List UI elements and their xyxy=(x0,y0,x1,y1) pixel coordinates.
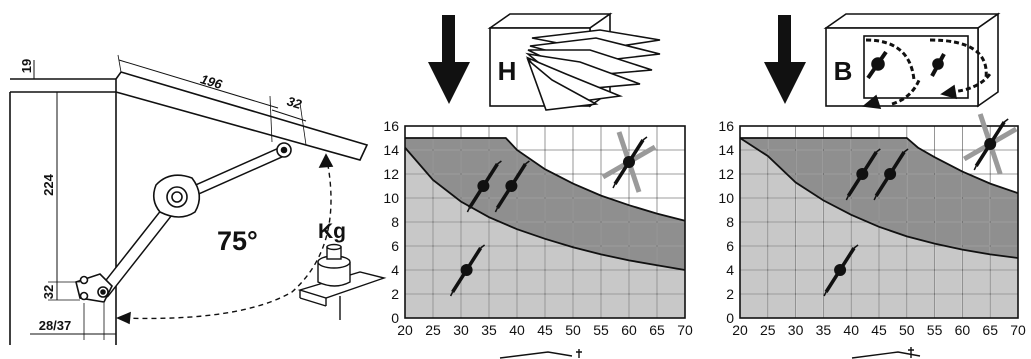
panel-letter: H xyxy=(498,56,517,86)
dim-32-label: 32 xyxy=(41,285,56,299)
x-tick-label: 50 xyxy=(565,322,581,338)
actuator-marker xyxy=(845,148,881,201)
y-tick-label: 8 xyxy=(726,214,734,230)
x-tick-label: 50 xyxy=(899,322,915,338)
y-tick-label: 6 xyxy=(726,238,734,254)
y-tick-label: 16 xyxy=(718,118,734,134)
y-tick-label: 10 xyxy=(718,190,734,206)
x-tick-label: 40 xyxy=(843,322,859,338)
y-tick-label: 2 xyxy=(391,286,399,302)
y-tick-label: 4 xyxy=(726,262,734,278)
y-tick-label: 14 xyxy=(718,142,734,158)
lower-curve xyxy=(404,147,686,271)
y-tick-label: 0 xyxy=(726,310,734,326)
y-tick-label: 10 xyxy=(383,190,399,206)
x-tick-label: 35 xyxy=(481,322,497,338)
y-tick-label: 14 xyxy=(383,142,399,158)
x-tick-label: 20 xyxy=(732,322,748,338)
y-tick-label: 0 xyxy=(391,310,399,326)
dim-28-37-label: 28/37 xyxy=(39,318,72,333)
x-tick-label: 70 xyxy=(677,322,693,338)
down-arrow-icon xyxy=(428,15,470,104)
dim-196-line xyxy=(118,59,279,109)
x-tick-label: 70 xyxy=(1010,322,1026,338)
angle-arc xyxy=(119,154,332,320)
x-tick-label: 30 xyxy=(788,322,804,338)
x-tick-label: 45 xyxy=(537,322,553,338)
flap xyxy=(115,71,369,161)
plot-frame xyxy=(739,125,1019,319)
mechanism-drawing xyxy=(9,54,387,345)
x-tick-label: 65 xyxy=(649,322,665,338)
x-tick-label: 40 xyxy=(509,322,525,338)
actuator-marker xyxy=(823,244,859,297)
upper-curve xyxy=(740,137,1019,195)
x-tick-label: 55 xyxy=(593,322,609,338)
angle-label: 75° xyxy=(217,226,258,256)
hinge-door-icon xyxy=(487,12,661,111)
dim-19-label: 19 xyxy=(19,59,34,73)
y-tick-label: 2 xyxy=(726,286,734,302)
panel-letter: B xyxy=(834,56,853,86)
weight-icon xyxy=(297,243,387,320)
x-tick-label: 30 xyxy=(453,322,469,338)
plot-frame xyxy=(404,125,686,319)
y-tick-label: 8 xyxy=(391,214,399,230)
bifold-door-icon xyxy=(823,12,1001,109)
actuator-marker xyxy=(449,244,486,297)
lower-curve xyxy=(739,137,1019,259)
dim-224-label: 224 xyxy=(41,173,56,195)
actuator-marker xyxy=(494,160,530,213)
actuator-marker xyxy=(466,160,502,213)
y-tick-label: 16 xyxy=(383,118,399,134)
y-tick-label: 12 xyxy=(383,166,399,182)
not-allowed-marker xyxy=(601,131,657,193)
x-tick-label: 65 xyxy=(982,322,998,338)
actuator-marker xyxy=(873,148,909,201)
force-chart-b: 20 25 30 35 40 45 50 55 60 65 70 0 2 4 6 8 10 12 14 16 xyxy=(718,113,1026,338)
y-tick-label: 6 xyxy=(391,238,399,254)
x-tick-label: 25 xyxy=(760,322,776,338)
x-tick-label: 45 xyxy=(871,322,887,338)
upper-curve xyxy=(405,137,686,222)
y-tick-label: 4 xyxy=(391,262,399,278)
dim-196-label: 196 xyxy=(199,71,225,92)
panel-h-header: H xyxy=(428,12,661,111)
y-tick-label: 12 xyxy=(718,166,734,182)
dim-32-end-label: 32 xyxy=(285,93,304,112)
not-allowed-marker xyxy=(962,113,1018,175)
panel-b-header: B xyxy=(764,12,1001,109)
x-tick-label: 25 xyxy=(425,322,441,338)
x-tick-label: 35 xyxy=(816,322,832,338)
x-tick-label: 60 xyxy=(621,322,637,338)
force-chart-h: 20 25 30 35 40 45 50 55 60 65 70 0 2 4 6 8 10 12 14 16 xyxy=(383,118,693,338)
lid-icon-partial xyxy=(499,347,921,359)
white-region xyxy=(740,126,1018,194)
x-tick-label: 60 xyxy=(955,322,971,338)
x-tick-label: 20 xyxy=(397,322,413,338)
weight-label: Kg xyxy=(318,220,346,243)
x-tick-label: 55 xyxy=(927,322,943,338)
down-arrow-icon xyxy=(764,15,806,104)
